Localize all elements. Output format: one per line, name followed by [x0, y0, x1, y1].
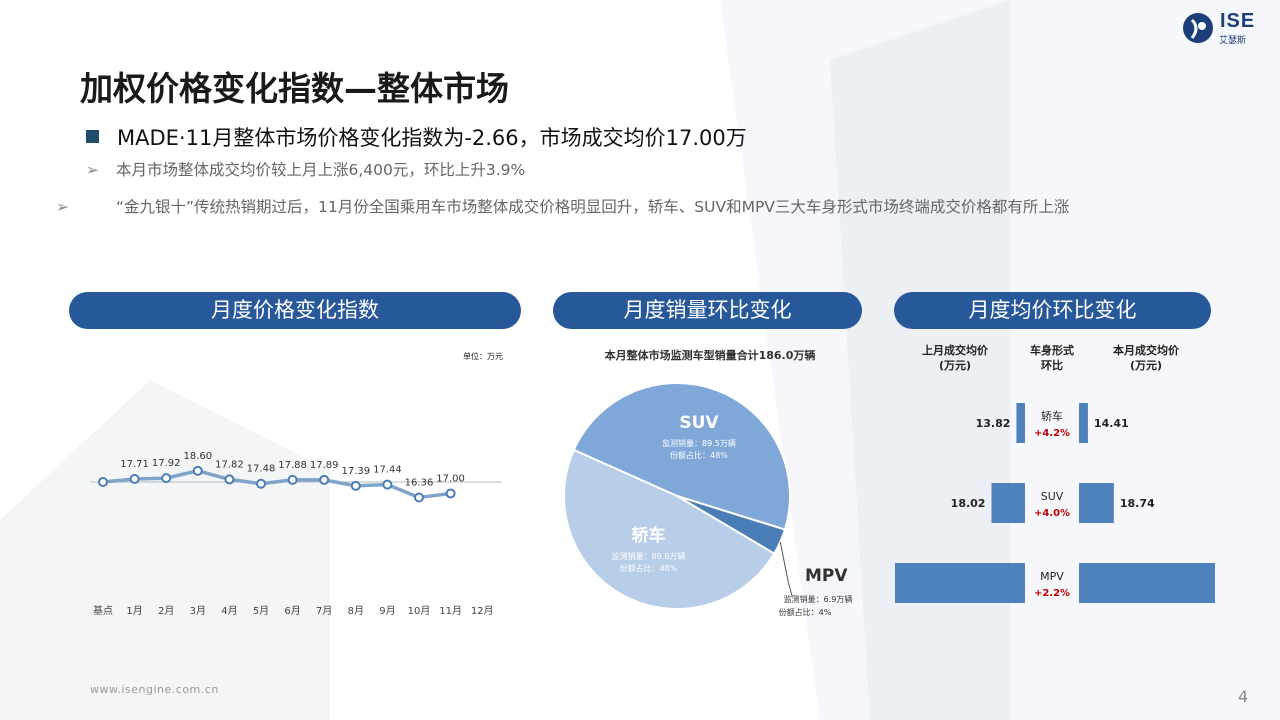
data-label: 17.48 — [247, 464, 276, 475]
slice-share-label: 份额占比：48% — [670, 450, 728, 460]
change-label: +2.2% — [1034, 588, 1070, 599]
data-label: 17.71 — [120, 459, 149, 470]
square-bullet-icon — [86, 130, 99, 143]
arrow-bullet-icon: ➢ — [86, 161, 99, 179]
x-tick-label: 11月 — [439, 605, 462, 617]
headline-text: MADE·11月整体市场价格变化指数为-2.66，市场成交均价17.00万 — [117, 126, 747, 150]
x-tick-label: 1月 — [126, 605, 142, 617]
slice-sales-label: 监测销量：89.6万辆 — [612, 551, 686, 561]
bullet-text: 本月市场整体成交均价较上月上涨6,400元，环比上升3.9% — [116, 161, 526, 179]
slice-label: SUV — [679, 413, 719, 433]
curr-price-bar — [1079, 563, 1215, 603]
change-label: +4.2% — [1034, 428, 1070, 439]
company-logo — [1183, 13, 1213, 43]
data-point — [350, 480, 361, 491]
pie-chart: SUV监测销量：89.5万辆份额占比：48%MPV监测销量：6.9万辆份额占比：… — [563, 382, 853, 617]
slice-label: MPV — [805, 566, 848, 586]
prev-price-label: 18.02 — [951, 497, 986, 510]
data-point — [319, 474, 330, 485]
prev-price-bar — [1016, 403, 1025, 443]
price-index-line — [102, 469, 451, 500]
section-avg-price-change: 月度均价环比变化 — [894, 292, 1211, 329]
data-label: 17.92 — [152, 458, 181, 469]
section-price-index: 月度价格变化指数 — [69, 292, 521, 329]
curr-price-bar — [1079, 403, 1088, 443]
price-bar-chart: 13.8214.41轿车+4.2%18.0218.74SUV+4.0%27.40… — [895, 403, 1215, 603]
x-tick-label: 9月 — [379, 605, 395, 617]
header-prev-price: 上月成交均价 (万元) — [922, 344, 988, 372]
leader-line — [779, 541, 793, 598]
x-tick-label: 5月 — [253, 605, 269, 617]
data-label: 17.88 — [278, 460, 307, 471]
data-label: 18.60 — [183, 451, 212, 462]
data-point — [287, 474, 298, 485]
change-label: +4.0% — [1034, 508, 1070, 519]
arrow-bullet-icon: ➢ — [56, 198, 69, 216]
body-type-label: 轿车 — [1041, 409, 1063, 423]
data-point — [414, 492, 424, 503]
bullet-item: ➢ “金九银十”传统热销期过后，11月份全国乘用车市场整体成交价格明显回升，轿车、… — [56, 194, 1226, 220]
slice-sales-label: 监测销量：89.5万辆 — [662, 438, 736, 448]
pie-slice-轿车 — [563, 448, 776, 610]
slice-sales-label: 监测销量：6.9万辆 — [784, 594, 853, 604]
curr-price-bar — [1079, 483, 1114, 523]
x-tick-label: 12月 — [471, 605, 494, 617]
curr-price-label: 14.41 — [1094, 417, 1129, 430]
data-point — [382, 479, 393, 490]
data-label: 17.89 — [310, 460, 339, 471]
section-sales-change: 月度销量环比变化 — [553, 292, 862, 329]
x-tick-label: 10月 — [408, 605, 431, 617]
x-tick-label: 4月 — [221, 605, 237, 617]
page-number: 4 — [1238, 687, 1249, 706]
data-point — [256, 478, 266, 489]
data-label: 16.36 — [405, 477, 434, 488]
slice-share-label: 份额占比：4% — [779, 607, 832, 617]
pie-title: 本月整体市场监测车型销量合计186.0万辆 — [604, 349, 816, 362]
x-tick-label: 3月 — [190, 605, 206, 617]
body-type-label: SUV — [1041, 490, 1064, 503]
data-label: 17.44 — [373, 465, 402, 476]
data-point — [224, 474, 235, 485]
bullet-text: “金九银十”传统热销期过后，11月份全国乘用车市场整体成交价格明显回升，轿车、S… — [116, 198, 1070, 216]
x-tick-label: 2月 — [158, 605, 174, 617]
data-point — [98, 477, 108, 487]
prev-price-bar — [991, 483, 1025, 523]
bullet-item: ➢ 本月市场整体成交均价较上月上涨6,400元，环比上升3.9% — [86, 157, 525, 183]
body-type-label: MPV — [1040, 570, 1064, 583]
headline: MADE·11月整体市场价格变化指数为-2.66，市场成交均价17.00万 — [86, 122, 747, 152]
slice-share-label: 份额占比：48% — [620, 563, 678, 573]
curr-price-label: 18.74 — [1120, 497, 1155, 510]
page-title: 加权价格变化指数—整体市场 — [80, 69, 509, 108]
data-label: 17.82 — [215, 459, 244, 470]
x-tick-label: 7月 — [316, 605, 332, 617]
x-tick-label: 8月 — [348, 605, 364, 617]
prev-price-bar — [895, 563, 1025, 603]
data-label: 17.00 — [436, 473, 465, 484]
logo-subtitle: 艾瑟斯 — [1219, 36, 1247, 46]
x-tick-label: 基点 — [93, 604, 113, 617]
prev-price-label: 13.82 — [976, 417, 1011, 430]
data-point — [129, 473, 140, 484]
x-tick-label: 6月 — [284, 605, 300, 617]
data-point — [445, 488, 456, 499]
unit-label: 单位：万元 — [463, 352, 503, 361]
header-curr-price: 本月成交均价 (万元) — [1113, 344, 1179, 372]
slice-label: 轿车 — [631, 525, 665, 546]
header-body-type: 车身形式 环比 — [1030, 344, 1074, 372]
data-point — [161, 473, 172, 484]
logo-text: ISE — [1220, 10, 1256, 32]
data-label: 17.39 — [341, 466, 370, 477]
pie-slice-suv — [572, 382, 791, 531]
data-point — [192, 465, 203, 476]
footer-website[interactable]: www.isengine.com.cn — [90, 683, 219, 696]
